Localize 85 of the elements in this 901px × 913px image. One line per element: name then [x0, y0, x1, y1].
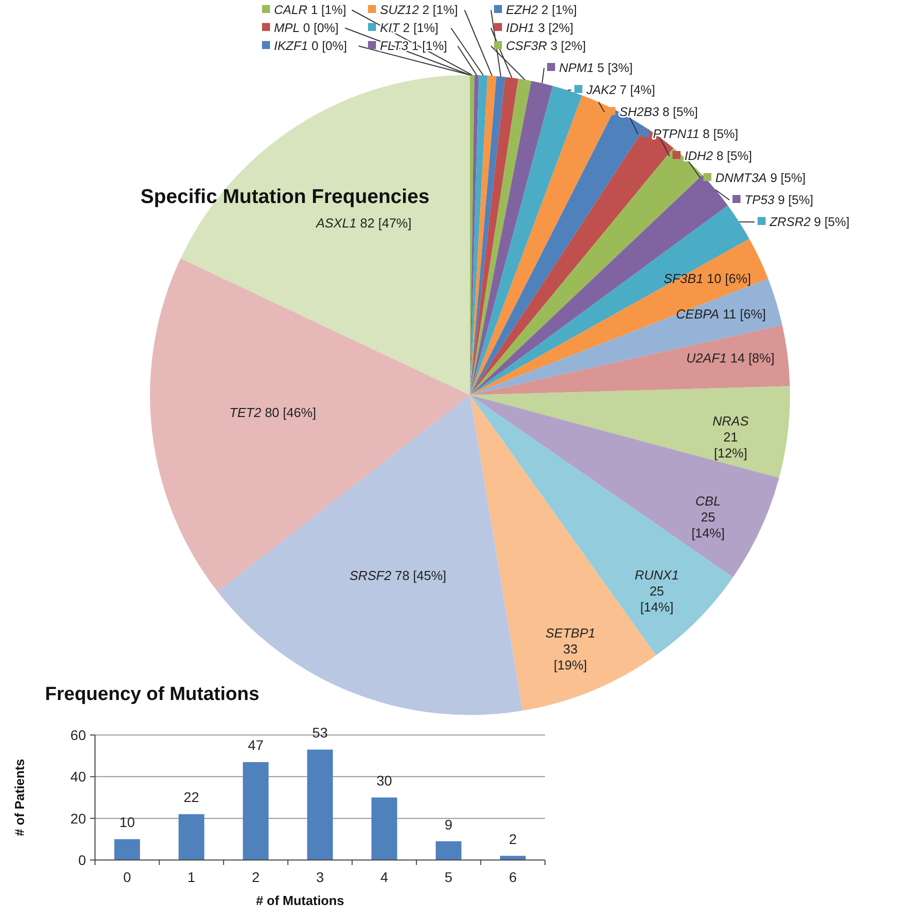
data-label: 9 [5%] [766, 171, 806, 185]
bar [307, 750, 333, 860]
slice-label: TET2 [229, 404, 262, 420]
x-axis-title: # of Mutations [256, 893, 344, 908]
x-tick-label: 5 [444, 869, 453, 885]
legend-label: ZRSR2 [768, 215, 811, 229]
y-tick-label: 60 [70, 727, 86, 743]
y-axis-title: # of Patients [12, 758, 27, 836]
data-label: 25 [14%] [640, 583, 674, 614]
slice-label: ASXL1 [315, 215, 357, 230]
data-label: 3 [2%] [534, 21, 574, 35]
bar [178, 814, 204, 860]
chart-title: Frequency of Mutations [45, 684, 260, 705]
slice-label: U2AF1 [686, 350, 727, 366]
text: Specific Mutation Frequencies [140, 186, 430, 208]
data-label: 10 [6%] [703, 271, 752, 286]
x-tick-label: 3 [316, 869, 324, 885]
data-label: 80 [46%] [261, 404, 316, 420]
legend-label: IKZF1 [274, 39, 308, 53]
data-label: 22 [184, 789, 200, 806]
data-label: 30 [376, 772, 392, 788]
legend-label: NPM1 [559, 61, 594, 75]
slice-label: CEBPA [676, 306, 720, 322]
data-label: 82 [47%] [356, 215, 412, 230]
legend-label: MPL [274, 21, 300, 35]
legend-label: SH2B3 [619, 105, 660, 119]
data-label: 9 [5%] [810, 215, 850, 229]
x-tick-label: 2 [252, 869, 260, 885]
x-tick-label: 1 [188, 869, 196, 885]
slice-label: CBL [695, 493, 721, 508]
legend-label: JAK2 [585, 83, 616, 97]
bar [371, 798, 398, 860]
data-label: 2 [1%] [399, 21, 438, 35]
data-label: 7 [4%] [616, 83, 656, 97]
slice-label: SETBP1 [545, 625, 596, 640]
x-tick-label: 0 [123, 869, 132, 885]
bar [114, 839, 140, 860]
data-label: 2 [1%] [538, 3, 577, 17]
legend-label: CSF3R [506, 39, 547, 53]
data-label: 9 [5%] [774, 193, 814, 207]
data-label: 8 [5%] [658, 105, 698, 119]
pie-slice [470, 386, 790, 478]
text: 0 [0%] [303, 21, 339, 35]
y-tick-label: 0 [78, 852, 86, 868]
data-label: 47 [248, 737, 264, 754]
data-label: 33 [19%] [554, 641, 588, 672]
x-tick-label: 6 [508, 869, 517, 885]
bar [436, 841, 462, 860]
slice-label: RUNX1 [634, 567, 679, 582]
data-label: 14 [8%] [726, 350, 774, 366]
data-label: 9 [444, 816, 453, 832]
slice-label: SRSF2 [349, 568, 392, 583]
text: 0 [0%] [312, 39, 347, 53]
data-label: 78 [45%] [391, 568, 446, 583]
data-label: 21 [12%] [714, 430, 748, 461]
legend-label: IDH1 [506, 21, 534, 35]
data-label: 2 [1%] [418, 3, 458, 17]
data-label: 3 [2%] [546, 39, 586, 53]
data-label: 5 [3%] [594, 61, 633, 75]
data-label: 2 [508, 830, 517, 847]
data-label: 1 [1%] [307, 3, 346, 17]
pie-slice [470, 76, 506, 395]
legend-label: DNMT3A [715, 171, 767, 185]
bar [242, 762, 269, 860]
legend-label: IDH2 [684, 149, 714, 163]
pie-slice [150, 258, 470, 592]
y-tick-label: 40 [70, 768, 86, 785]
data-label: 8 [5%] [713, 149, 752, 163]
data-label: 25 [14%] [691, 509, 725, 540]
pie-slice [470, 325, 790, 395]
data-label: 11 [6%] [719, 306, 766, 322]
pie-slice [470, 95, 614, 395]
data-label: 53 [312, 724, 328, 741]
legend-label: EZH2 [506, 3, 538, 17]
data-label: 10 [119, 814, 136, 830]
y-tick-label: 20 [70, 810, 86, 826]
legend-label: TP53 [744, 193, 774, 207]
legend-label: SUZ12 [380, 3, 419, 17]
legend-label: CALR [274, 3, 308, 17]
legend-label: PTPN11 [653, 127, 700, 141]
pie-slice [470, 75, 496, 395]
slice-label: NRAS [712, 414, 749, 429]
pie-slice [470, 76, 518, 395]
data-label: 8 [5%] [699, 127, 738, 141]
x-tick-label: 4 [380, 869, 388, 885]
